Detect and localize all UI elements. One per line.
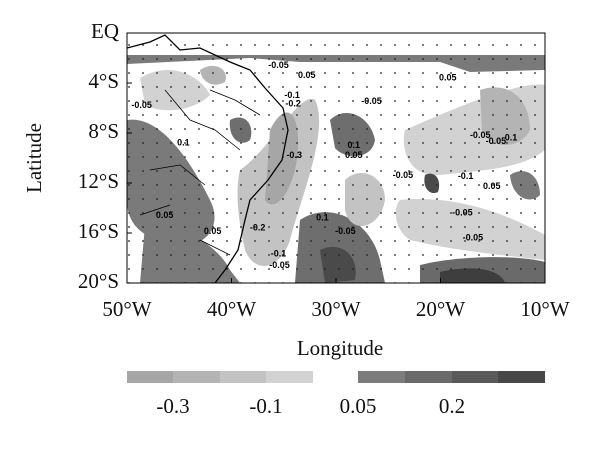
colorbar-box (498, 371, 545, 383)
x-axis-label: Longitude (297, 336, 383, 360)
colorbar-box (173, 371, 220, 383)
contour-label: -0.1 (458, 171, 474, 181)
y-tick-label: 4°S (88, 69, 119, 93)
contour-label: 0.1 (177, 137, 190, 147)
y-tick-label: EQ (91, 19, 119, 43)
y-tick-label: 20°S (78, 269, 119, 293)
y-tick-label: 12°S (78, 169, 119, 193)
colorbar-box (452, 371, 499, 383)
colorbar-box (358, 371, 405, 383)
contour-label: -0.05 (393, 170, 414, 180)
y-tick-label: 8°S (88, 119, 119, 143)
colorbar-box (266, 371, 313, 383)
contour-label: -0.05 (335, 226, 356, 236)
colorbar-tick-label: 0.05 (340, 394, 377, 418)
contour-label: -0.3 (286, 150, 302, 160)
colorbar-box (127, 371, 174, 383)
x-tick-label: 30°W (311, 297, 360, 321)
contour-label: -0.05 (131, 100, 152, 110)
contour-label: -0.05 (486, 136, 507, 146)
contour-label: -0.05 (463, 232, 484, 242)
colorbar-box (220, 371, 267, 383)
colorbar-tick-label: -0.1 (249, 394, 282, 418)
contour-label: -0.2 (285, 99, 301, 109)
x-tick-label: 40°W (207, 297, 256, 321)
colorbar-tick-label: -0.3 (156, 394, 189, 418)
contour-label: 0.05 (204, 226, 222, 236)
contour-label: 0.05 (345, 150, 363, 160)
x-tick-label: 20°W (416, 297, 465, 321)
x-tick-label: 10°W (520, 297, 569, 321)
contour-label: 0.05 (156, 210, 174, 220)
y-tick-label: 16°S (78, 219, 119, 243)
contour-label: -0.1 (284, 90, 300, 100)
contour-label: -0.1 (271, 249, 287, 259)
contour-label: -0.05 (470, 130, 491, 140)
contour-field (127, 33, 545, 283)
x-tick-label: 50°W (102, 297, 151, 321)
contour-label: -0.05 (452, 207, 473, 217)
contour-label: 0.05 (483, 181, 501, 191)
contour-label: 0.05 (439, 72, 457, 82)
colorbar-tick-label: 0.2 (439, 394, 465, 418)
contour-label: -0.05 (268, 60, 289, 70)
contour-label: 0.1 (348, 140, 361, 150)
contour-label: -0.05 (269, 260, 290, 270)
contour-label: -0.2 (250, 222, 266, 232)
contour-label: -0.05 (361, 96, 382, 106)
contour-label: -0.1 (502, 132, 518, 142)
colorbar-box (405, 371, 452, 383)
contour-label: 0.1 (316, 212, 329, 222)
y-axis-label: Latitude (22, 123, 46, 193)
contour-label: 0.05 (298, 70, 316, 80)
